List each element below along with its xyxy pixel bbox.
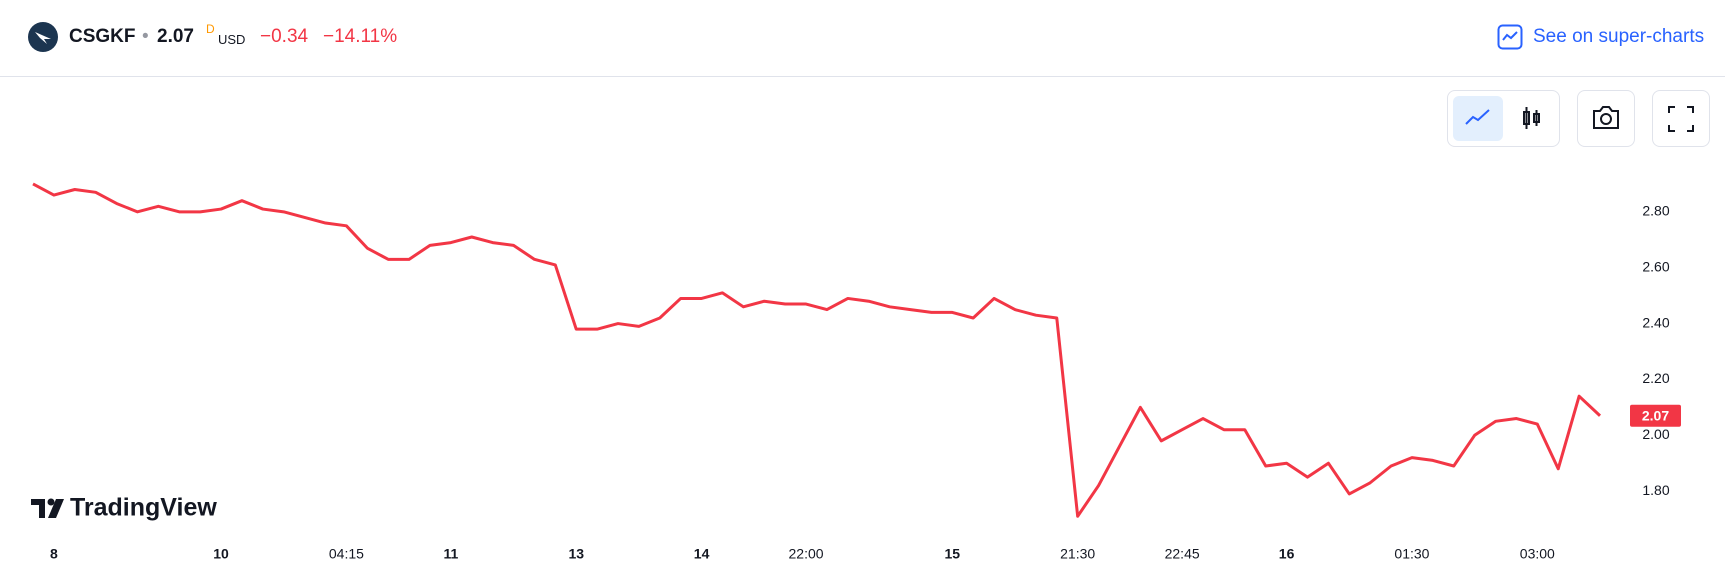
y-tick-label: 2.20	[1642, 370, 1669, 386]
symbol-logo	[28, 22, 58, 52]
line-chart-button[interactable]	[1453, 96, 1503, 141]
x-tick-label: 15	[945, 546, 961, 562]
camera-icon	[1593, 106, 1619, 129]
x-tick-label: 13	[568, 546, 584, 562]
screenshot-button[interactable]	[1577, 90, 1635, 147]
x-tick-label: 22:45	[1165, 546, 1200, 562]
header: CSGKF • 2.07 D USD −0.34 −14.11% See on …	[0, 0, 1725, 77]
fullscreen-button[interactable]	[1652, 90, 1710, 147]
x-tick-label: 16	[1279, 546, 1295, 562]
x-tick-label: 22:00	[789, 546, 824, 562]
y-tick-label: 2.60	[1642, 258, 1669, 274]
tradingview-logo: TradingView	[31, 494, 217, 522]
x-tick-label: 10	[213, 546, 229, 562]
change: −0.34	[260, 26, 309, 47]
brand-name: TradingView	[70, 494, 217, 522]
x-tick-label: 04:15	[329, 546, 364, 562]
x-tick-label: 14	[694, 546, 710, 562]
y-tick-label: 1.80	[1642, 482, 1669, 498]
x-tick-label: 11	[443, 546, 458, 562]
y-tick-label: 2.80	[1642, 203, 1669, 219]
chart-type-group	[1447, 90, 1560, 147]
fullscreen-icon	[1668, 106, 1694, 132]
price-line	[32, 182, 1602, 518]
price: 2.07	[157, 26, 194, 47]
interval: D	[206, 22, 215, 36]
last-price-tag	[1630, 404, 1681, 427]
x-tick-label: 8	[50, 546, 58, 562]
change-percent: −14.11%	[323, 26, 398, 47]
symbol: CSGKF	[69, 26, 136, 47]
link-icon[interactable]	[1497, 24, 1523, 50]
super-charts-link[interactable]: See on super-charts	[1533, 26, 1705, 47]
x-tick-label: 03:00	[1520, 546, 1555, 562]
candle-chart-button[interactable]	[1506, 96, 1556, 141]
x-tick-label: 01:30	[1394, 546, 1429, 562]
y-tick-label: 2.40	[1642, 314, 1669, 330]
last-price-label: 2.07	[1642, 407, 1669, 423]
x-tick-label: 21:30	[1060, 546, 1095, 562]
currency: USD	[218, 32, 246, 47]
y-tick-label: 2.00	[1642, 426, 1669, 442]
separator: •	[142, 26, 149, 47]
